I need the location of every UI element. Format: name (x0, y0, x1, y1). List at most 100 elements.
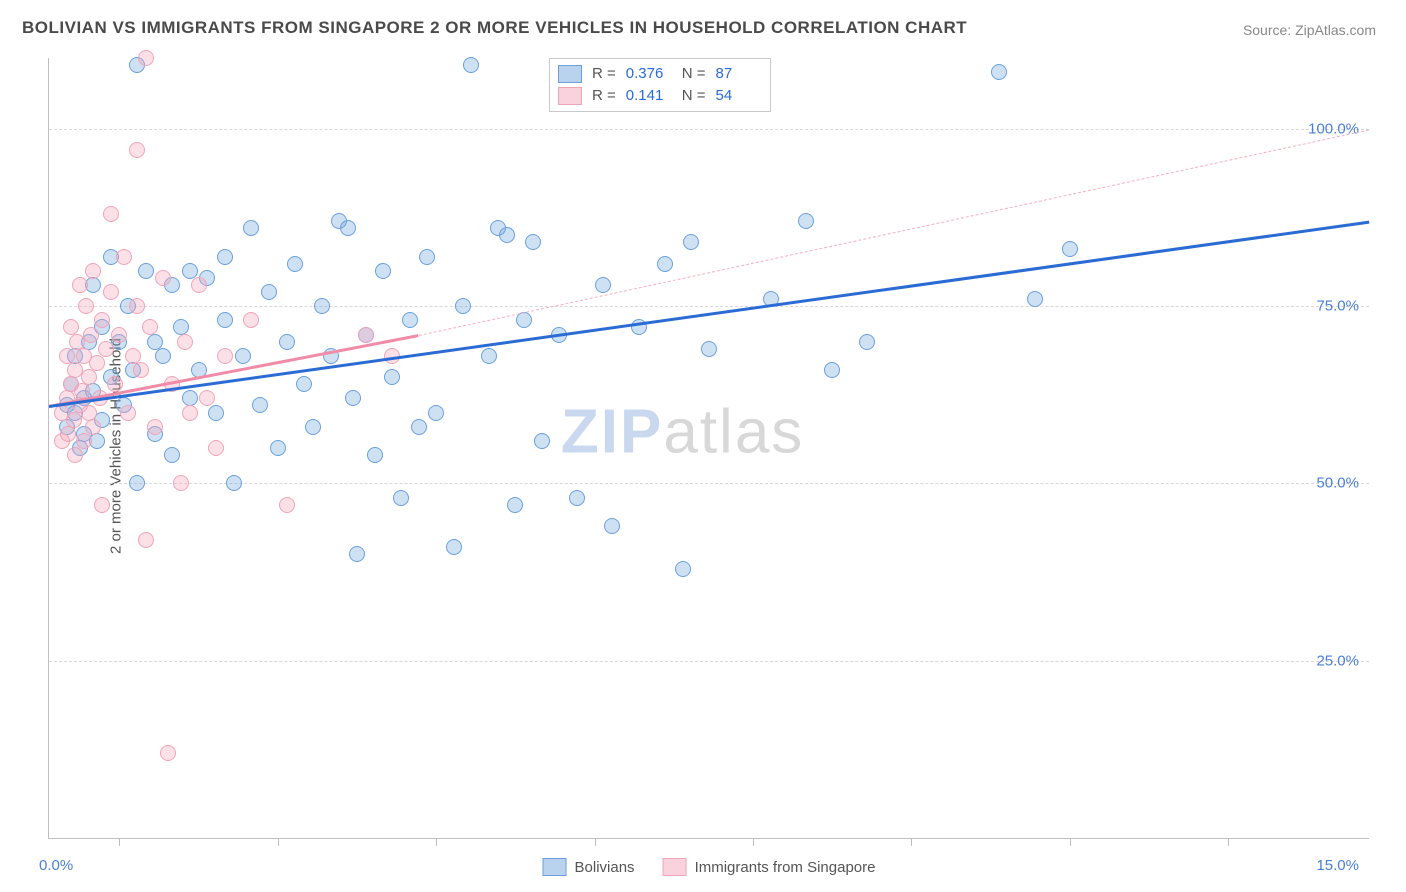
scatter-point (235, 348, 251, 364)
scatter-point (683, 234, 699, 250)
stats-legend-box: R = 0.376 N = 87 R = 0.141 N = 54 (549, 58, 771, 112)
scatter-point (367, 447, 383, 463)
scatter-point (217, 348, 233, 364)
x-tick (1228, 838, 1229, 846)
legend-label: Immigrants from Singapore (695, 859, 876, 876)
gridline (49, 661, 1369, 662)
scatter-point (604, 518, 620, 534)
n-label: N = (682, 85, 706, 107)
watermark: ZIPatlas (561, 397, 804, 468)
scatter-point (798, 213, 814, 229)
y-tick-label: 100.0% (1308, 120, 1359, 137)
scatter-point (60, 426, 76, 442)
scatter-point (111, 327, 127, 343)
scatter-point (243, 312, 259, 328)
scatter-point (345, 390, 361, 406)
scatter-point (305, 419, 321, 435)
scatter-point (191, 277, 207, 293)
scatter-point (261, 284, 277, 300)
scatter-point (507, 497, 523, 513)
scatter-point (85, 419, 101, 435)
scatter-point (314, 298, 330, 314)
scatter-point (94, 312, 110, 328)
scatter-point (534, 433, 550, 449)
scatter-point (138, 532, 154, 548)
scatter-point (107, 376, 123, 392)
scatter-point (129, 142, 145, 158)
swatch-blue-icon (543, 858, 567, 876)
scatter-point (81, 369, 97, 385)
scatter-point (208, 405, 224, 421)
scatter-point (270, 440, 286, 456)
scatter-point (287, 256, 303, 272)
scatter-point (516, 312, 532, 328)
scatter-point (133, 362, 149, 378)
y-tick-label: 75.0% (1316, 298, 1359, 315)
source-attribution: Source: ZipAtlas.com (1243, 22, 1376, 38)
gridline (49, 129, 1369, 130)
x-tick (753, 838, 754, 846)
x-axis-min-label: 0.0% (39, 857, 73, 874)
scatter-point (402, 312, 418, 328)
scatter-point (94, 497, 110, 513)
scatter-point (177, 334, 193, 350)
scatter-point (455, 298, 471, 314)
scatter-point (657, 256, 673, 272)
scatter-point (991, 64, 1007, 80)
x-tick (595, 838, 596, 846)
scatter-point (147, 419, 163, 435)
scatter-point (160, 745, 176, 761)
series-legend: Bolivians Immigrants from Singapore (543, 858, 876, 876)
x-tick (278, 838, 279, 846)
scatter-point (393, 490, 409, 506)
scatter-point (481, 348, 497, 364)
scatter-point (182, 405, 198, 421)
scatter-point (66, 412, 82, 428)
scatter-point (384, 369, 400, 385)
scatter-point (199, 390, 215, 406)
scatter-point (279, 497, 295, 513)
swatch-pink-icon (663, 858, 687, 876)
trend-line (418, 129, 1369, 336)
swatch-blue-icon (558, 65, 582, 83)
scatter-point (142, 319, 158, 335)
scatter-point (155, 270, 171, 286)
x-axis-max-label: 15.0% (1316, 857, 1359, 874)
scatter-point (525, 234, 541, 250)
legend-label: Bolivians (575, 859, 635, 876)
scatter-point (217, 249, 233, 265)
scatter-point (78, 298, 94, 314)
stats-row-bolivians: R = 0.376 N = 87 (558, 63, 762, 85)
swatch-pink-icon (558, 87, 582, 105)
scatter-point (446, 539, 462, 555)
scatter-point (226, 475, 242, 491)
scatter-point (129, 298, 145, 314)
chart-title: BOLIVIAN VS IMMIGRANTS FROM SINGAPORE 2 … (22, 18, 967, 38)
scatter-point (428, 405, 444, 421)
scatter-point (85, 263, 101, 279)
scatter-point (164, 447, 180, 463)
scatter-point (98, 341, 114, 357)
scatter-point (675, 561, 691, 577)
x-tick (119, 838, 120, 846)
scatter-point (375, 263, 391, 279)
legend-item-bolivians: Bolivians (543, 858, 635, 876)
scatter-point (155, 348, 171, 364)
scatter-point (419, 249, 435, 265)
scatter-point (279, 334, 295, 350)
legend-item-singapore: Immigrants from Singapore (663, 858, 876, 876)
scatter-plot-area: ZIPatlas R = 0.376 N = 87 R = 0.141 N = … (48, 58, 1369, 839)
scatter-point (89, 355, 105, 371)
n-value: 54 (716, 85, 762, 107)
scatter-point (499, 227, 515, 243)
scatter-point (138, 50, 154, 66)
gridline (49, 483, 1369, 484)
scatter-point (1027, 291, 1043, 307)
scatter-point (129, 475, 145, 491)
scatter-point (411, 419, 427, 435)
scatter-point (701, 341, 717, 357)
stats-row-singapore: R = 0.141 N = 54 (558, 85, 762, 107)
x-tick (436, 838, 437, 846)
scatter-point (103, 284, 119, 300)
scatter-point (463, 57, 479, 73)
